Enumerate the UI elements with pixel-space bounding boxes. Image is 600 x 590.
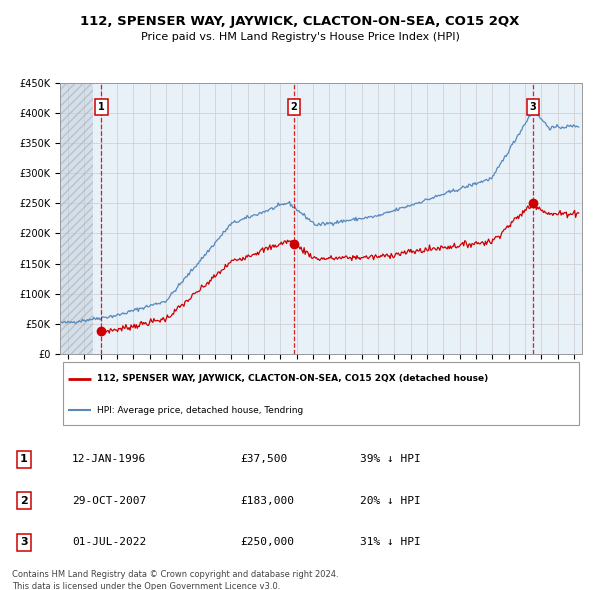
- Text: 1: 1: [20, 454, 28, 464]
- Text: £37,500: £37,500: [240, 454, 287, 464]
- Text: £183,000: £183,000: [240, 496, 294, 506]
- FancyBboxPatch shape: [62, 362, 580, 425]
- Text: HPI: Average price, detached house, Tendring: HPI: Average price, detached house, Tend…: [97, 405, 303, 415]
- Text: 3: 3: [20, 537, 28, 547]
- Text: 20% ↓ HPI: 20% ↓ HPI: [360, 496, 421, 506]
- Text: 2: 2: [290, 102, 297, 112]
- Text: 3: 3: [530, 102, 536, 112]
- Text: 12-JAN-1996: 12-JAN-1996: [72, 454, 146, 464]
- Text: Contains HM Land Registry data © Crown copyright and database right 2024.
This d: Contains HM Land Registry data © Crown c…: [12, 570, 338, 590]
- Bar: [60, 83, 92, 354]
- Text: 112, SPENSER WAY, JAYWICK, CLACTON-ON-SEA, CO15 2QX: 112, SPENSER WAY, JAYWICK, CLACTON-ON-SE…: [80, 15, 520, 28]
- Text: 01-JUL-2022: 01-JUL-2022: [72, 537, 146, 547]
- Text: £250,000: £250,000: [240, 537, 294, 547]
- Text: 29-OCT-2007: 29-OCT-2007: [72, 496, 146, 506]
- Bar: [60, 83, 92, 354]
- Text: 1: 1: [98, 102, 105, 112]
- Text: 112, SPENSER WAY, JAYWICK, CLACTON-ON-SEA, CO15 2QX (detached house): 112, SPENSER WAY, JAYWICK, CLACTON-ON-SE…: [97, 375, 488, 384]
- Text: Price paid vs. HM Land Registry's House Price Index (HPI): Price paid vs. HM Land Registry's House …: [140, 32, 460, 42]
- Text: 31% ↓ HPI: 31% ↓ HPI: [360, 537, 421, 547]
- Text: 39% ↓ HPI: 39% ↓ HPI: [360, 454, 421, 464]
- Text: 2: 2: [20, 496, 28, 506]
